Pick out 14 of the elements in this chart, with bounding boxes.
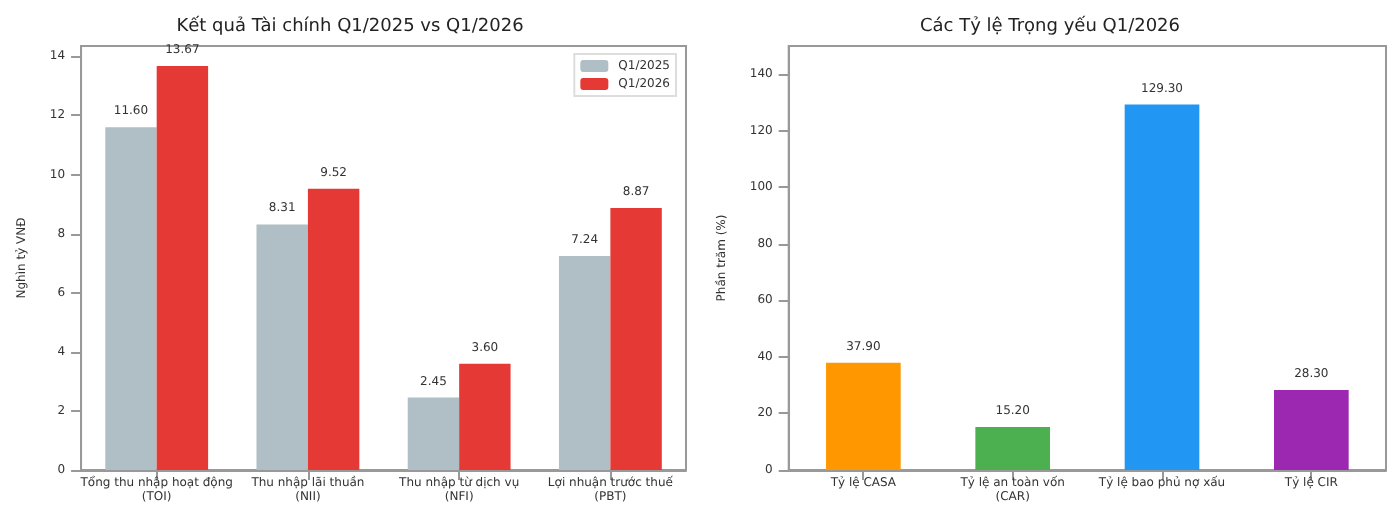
bar <box>407 397 460 470</box>
bar <box>558 256 611 470</box>
bar <box>307 188 360 470</box>
bar <box>826 362 901 470</box>
bar <box>256 224 308 470</box>
bar <box>156 66 209 470</box>
bar <box>459 363 511 470</box>
bar <box>610 207 662 470</box>
bar <box>1124 104 1200 470</box>
bar <box>975 427 1051 470</box>
bar <box>105 127 157 470</box>
chart-title: Kết quả Tài chính Q1/2025 vs Q1/2026 <box>176 15 525 37</box>
bar <box>1274 390 1349 470</box>
chart-title: Các Tỷ lệ Trọng yếu Q1/2026 <box>919 15 1181 37</box>
